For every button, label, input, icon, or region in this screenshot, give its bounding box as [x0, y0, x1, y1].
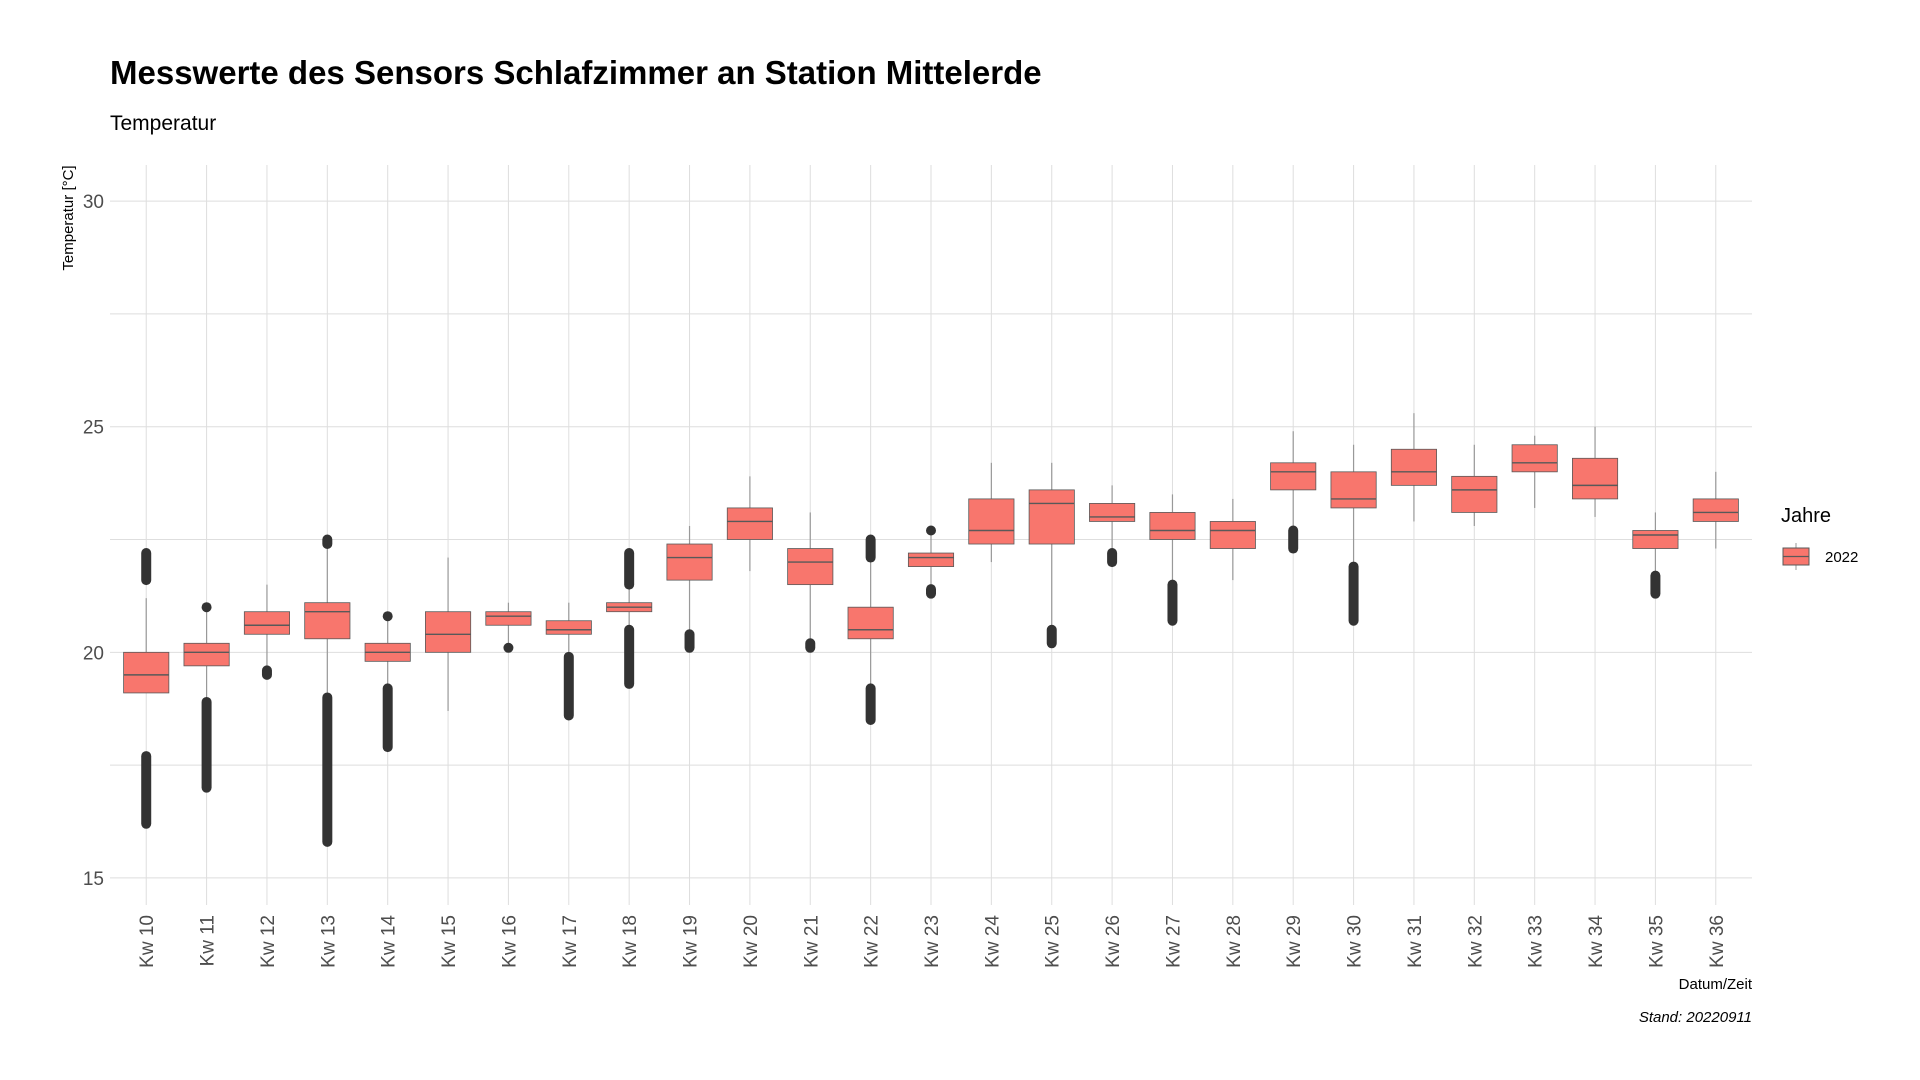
x-tick-label: Kw 16	[499, 915, 520, 968]
box-kw-36	[1693, 472, 1738, 549]
x-tick-label: Kw 13	[318, 915, 339, 968]
x-tick-label: Kw 33	[1526, 915, 1547, 968]
x-tick-label: Kw 19	[681, 915, 702, 968]
box-kw-26	[1089, 485, 1134, 562]
box-body	[1331, 472, 1376, 508]
box-body	[1089, 503, 1134, 521]
box-kw-20	[727, 476, 772, 571]
box-kw-22	[848, 540, 893, 720]
box-body	[305, 603, 350, 639]
y-tick-label: 20	[83, 643, 104, 664]
box-body	[727, 508, 772, 540]
box-kw-13	[305, 540, 350, 842]
box-body	[1572, 458, 1617, 499]
box-body	[1150, 512, 1195, 539]
x-tick-label: Kw 18	[620, 915, 641, 968]
box-kw-19	[667, 526, 712, 648]
box-body	[244, 612, 289, 635]
x-tick-label: Kw 20	[741, 915, 762, 968]
box-kw-30	[1331, 445, 1376, 621]
x-tick-label: Kw 35	[1646, 915, 1667, 968]
box-kw-35	[1633, 512, 1678, 593]
box-body	[1452, 476, 1497, 512]
box-kw-21	[788, 512, 833, 647]
box-body	[1210, 521, 1255, 548]
box-body	[1391, 449, 1436, 485]
x-tick-label: Kw 17	[560, 915, 581, 968]
box-kw-25	[1029, 463, 1074, 643]
legend-key	[1783, 543, 1809, 570]
box-kw-34	[1572, 427, 1617, 517]
box-body	[848, 607, 893, 639]
x-tick-label: Kw 25	[1043, 915, 1064, 968]
x-tick-label: Kw 24	[982, 915, 1003, 968]
legend: Jahre 2022	[1781, 505, 1858, 570]
x-tick-label: Kw 31	[1405, 915, 1426, 968]
box-kw-31	[1391, 413, 1436, 521]
box-kw-29	[1271, 431, 1316, 548]
outlier-point	[383, 611, 393, 621]
outlier-point	[503, 643, 513, 653]
box-body	[1512, 445, 1557, 472]
x-tick-label: Kw 26	[1103, 915, 1124, 968]
chart-subtitle: Temperatur	[110, 112, 216, 135]
box-body	[788, 549, 833, 585]
y-axis-ticks: 15 20 25 30	[83, 192, 104, 890]
box-kw-24	[969, 463, 1014, 562]
y-axis-label: Temperatur [°C]	[60, 165, 77, 270]
box-kw-18	[607, 553, 652, 684]
chart-caption: Stand: 20220911	[1639, 1009, 1752, 1026]
box-body	[184, 643, 229, 666]
x-tick-label: Kw 11	[198, 915, 219, 966]
x-axis-ticks: Kw 10 Kw 11 Kw 12 Kw 13 Kw 14 Kw 15 Kw 16 Kw 17…	[137, 915, 1728, 968]
x-tick-label: Kw 28	[1224, 915, 1245, 968]
box-body	[425, 612, 470, 653]
box-kw-11	[184, 602, 229, 787]
box-body	[124, 652, 169, 693]
x-tick-label: Kw 29	[1284, 915, 1305, 968]
box-kw-17	[546, 603, 591, 716]
y-tick-label: 25	[83, 418, 104, 439]
box-kw-28	[1210, 499, 1255, 580]
x-tick-label: Kw 34	[1586, 915, 1607, 968]
x-tick-label: Kw 30	[1345, 915, 1366, 968]
box-body	[667, 544, 712, 580]
box-kw-16	[486, 603, 531, 653]
x-tick-label: Kw 22	[862, 915, 883, 968]
x-tick-label: Kw 27	[1163, 915, 1184, 968]
box-body	[1693, 499, 1738, 522]
y-tick-label: 15	[83, 869, 104, 890]
legend-entry-2022: 2022	[1825, 549, 1858, 566]
x-tick-label: Kw 36	[1707, 915, 1728, 968]
box-body	[969, 499, 1014, 544]
box-kw-23	[908, 525, 953, 593]
box-body	[908, 553, 953, 567]
box-kw-14	[365, 611, 410, 747]
box-body	[1633, 530, 1678, 548]
outlier-point	[202, 602, 212, 612]
box-body	[1029, 490, 1074, 544]
x-tick-label: Kw 32	[1465, 915, 1486, 968]
chart-title: Messwerte des Sensors Schlafzimmer an St…	[110, 54, 1042, 91]
x-tick-label: Kw 12	[258, 915, 279, 968]
box-kw-15	[425, 558, 470, 711]
box-kw-33	[1512, 436, 1557, 508]
x-tick-label: Kw 23	[922, 915, 943, 968]
outlier-point	[926, 525, 936, 535]
x-axis-label: Datum/Zeit	[1679, 976, 1753, 993]
box-body	[546, 621, 591, 635]
x-tick-label: Kw 21	[801, 915, 822, 968]
box-kw-32	[1452, 445, 1497, 526]
legend-title: Jahre	[1781, 505, 1831, 527]
box-body	[486, 612, 531, 626]
x-tick-label: Kw 14	[379, 915, 400, 968]
box-body	[1271, 463, 1316, 490]
x-tick-label: Kw 10	[137, 915, 158, 968]
x-tick-label: Kw 15	[439, 915, 460, 968]
box-kw-27	[1150, 494, 1195, 620]
y-tick-label: 30	[83, 192, 104, 213]
box-kw-12	[244, 585, 289, 675]
